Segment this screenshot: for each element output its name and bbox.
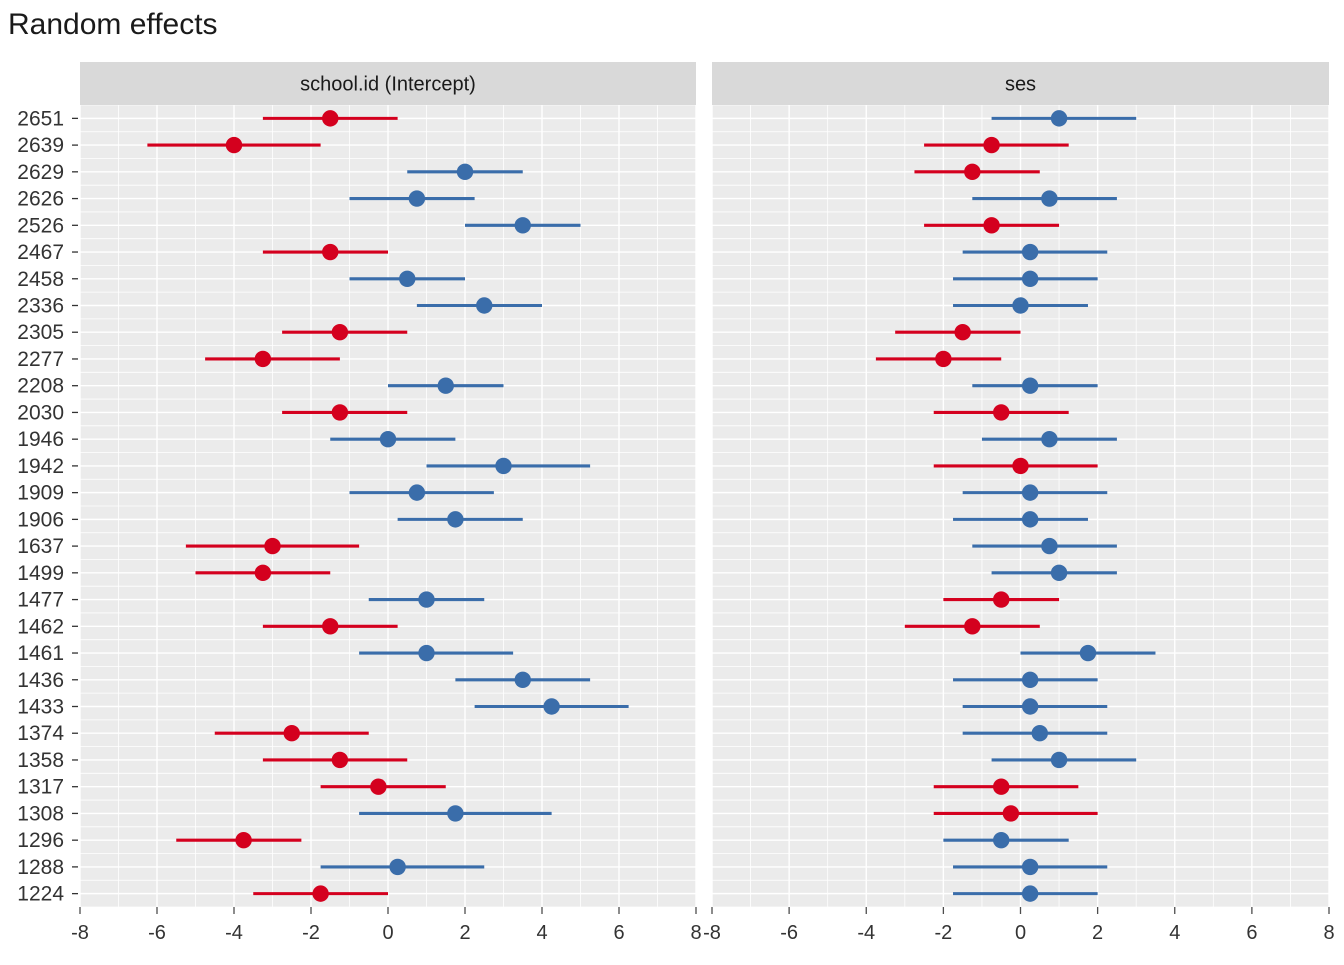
- svg-text:1296: 1296: [17, 829, 64, 852]
- svg-text:-4: -4: [857, 922, 875, 944]
- svg-text:2336: 2336: [17, 295, 64, 318]
- svg-text:1942: 1942: [17, 455, 64, 478]
- svg-text:ses: ses: [1005, 74, 1036, 96]
- svg-text:1308: 1308: [17, 802, 64, 825]
- svg-text:4: 4: [536, 922, 547, 944]
- svg-text:2629: 2629: [17, 161, 64, 184]
- svg-text:1946: 1946: [17, 428, 64, 451]
- svg-text:-2: -2: [934, 922, 952, 944]
- svg-text:8: 8: [1323, 922, 1334, 944]
- svg-text:4: 4: [1169, 922, 1180, 944]
- svg-text:2277: 2277: [17, 348, 64, 371]
- svg-text:1462: 1462: [17, 615, 64, 638]
- svg-text:8: 8: [690, 922, 701, 944]
- svg-text:1499: 1499: [17, 562, 64, 585]
- svg-text:-2: -2: [302, 922, 320, 944]
- svg-text:1433: 1433: [17, 696, 64, 719]
- svg-text:2458: 2458: [17, 268, 64, 291]
- svg-text:6: 6: [613, 922, 624, 944]
- svg-text:2467: 2467: [17, 241, 64, 264]
- svg-text:1374: 1374: [17, 722, 64, 745]
- svg-text:1317: 1317: [17, 776, 64, 799]
- svg-text:2526: 2526: [17, 214, 64, 237]
- svg-text:-8: -8: [703, 922, 721, 944]
- svg-text:6: 6: [1246, 922, 1257, 944]
- svg-text:-6: -6: [148, 922, 166, 944]
- svg-text:-4: -4: [225, 922, 243, 944]
- svg-text:1224: 1224: [17, 883, 64, 906]
- svg-text:1461: 1461: [17, 642, 64, 665]
- svg-text:1906: 1906: [17, 508, 64, 531]
- svg-text:2030: 2030: [17, 401, 64, 424]
- svg-text:school.id (Intercept): school.id (Intercept): [300, 74, 476, 96]
- svg-text:2305: 2305: [17, 321, 64, 344]
- svg-text:-6: -6: [780, 922, 798, 944]
- svg-text:2: 2: [459, 922, 470, 944]
- svg-text:2651: 2651: [17, 107, 64, 130]
- svg-text:1436: 1436: [17, 669, 64, 692]
- svg-text:-8: -8: [71, 922, 89, 944]
- svg-text:1909: 1909: [17, 482, 64, 505]
- svg-text:2208: 2208: [17, 375, 64, 398]
- svg-text:1477: 1477: [17, 589, 64, 612]
- svg-text:1358: 1358: [17, 749, 64, 772]
- svg-text:2639: 2639: [17, 134, 64, 157]
- svg-text:2: 2: [1092, 922, 1103, 944]
- svg-text:1637: 1637: [17, 535, 64, 558]
- svg-text:2626: 2626: [17, 188, 64, 211]
- svg-text:0: 0: [1015, 922, 1026, 944]
- svg-text:1288: 1288: [17, 856, 64, 879]
- svg-text:0: 0: [382, 922, 393, 944]
